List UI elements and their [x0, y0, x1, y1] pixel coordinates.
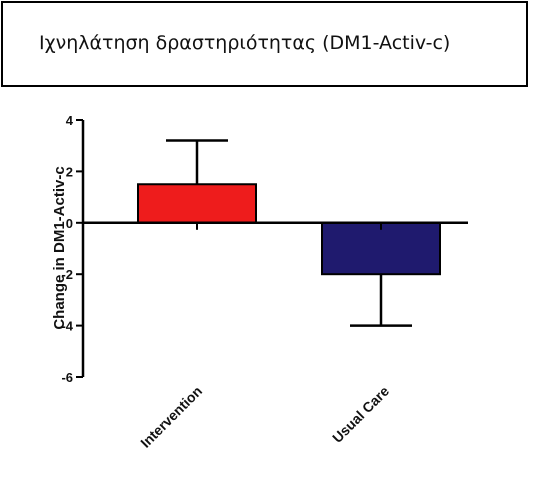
y-tick-label: 4 — [66, 113, 74, 128]
y-tick-label: -2 — [61, 267, 73, 282]
x-tick-label: Intervention — [137, 383, 205, 451]
bar-intervention — [137, 183, 257, 224]
chart-title: Ιχνηλάτηση δραστηριότητας (DM1-Activ-c) — [39, 32, 451, 54]
y-tick-label: 0 — [66, 216, 73, 231]
y-tick-label: 2 — [66, 164, 73, 179]
x-tick-label: Usual Care — [329, 383, 392, 446]
bar-usual-care — [321, 221, 441, 276]
y-tick-label: -6 — [61, 370, 73, 385]
y-axis-label: Change in DM1-Activ-c — [51, 166, 68, 329]
chart-title-box: Ιχνηλάτηση δραστηριότητας (DM1-Activ-c) — [1, 1, 528, 87]
y-tick-label: -4 — [61, 319, 73, 334]
